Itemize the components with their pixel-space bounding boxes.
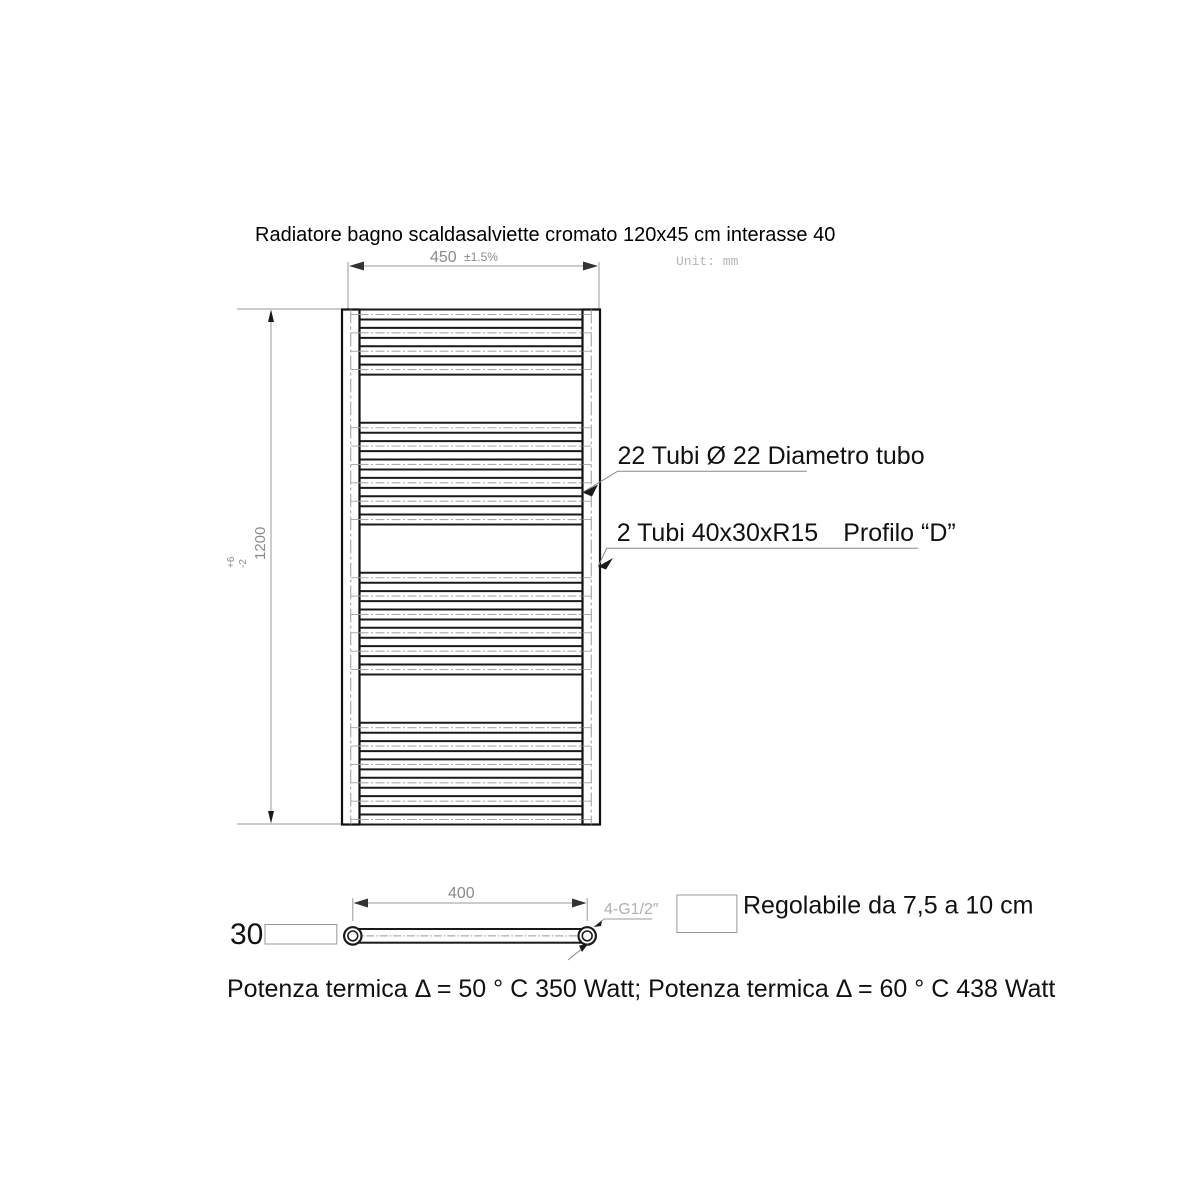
svg-text:±1.5%: ±1.5% — [464, 250, 498, 264]
svg-text:1200: 1200 — [252, 527, 269, 560]
svg-text:Potenza termica Δ = 50 ° C 350: Potenza termica Δ = 50 ° C 350 Watt; Pot… — [227, 975, 1055, 1003]
svg-text:+6: +6 — [226, 556, 237, 568]
svg-text:Regolabile da 7,5 a 10 cm: Regolabile da 7,5 a 10 cm — [743, 892, 1033, 920]
svg-text:4-G1/2″: 4-G1/2″ — [604, 901, 659, 918]
svg-text:2 Tubi 40x30xR15 Profilo “D”: 2 Tubi 40x30xR15 Profilo “D” — [617, 519, 956, 547]
svg-text:Unit: mm: Unit: mm — [676, 254, 739, 269]
svg-text:30: 30 — [230, 918, 263, 951]
svg-text:450: 450 — [430, 249, 457, 266]
svg-text:-2: -2 — [238, 559, 249, 568]
svg-text:400: 400 — [448, 885, 475, 902]
svg-text:22 Tubi Ø 22 Diametro tubo: 22 Tubi Ø 22 Diametro tubo — [618, 442, 925, 470]
